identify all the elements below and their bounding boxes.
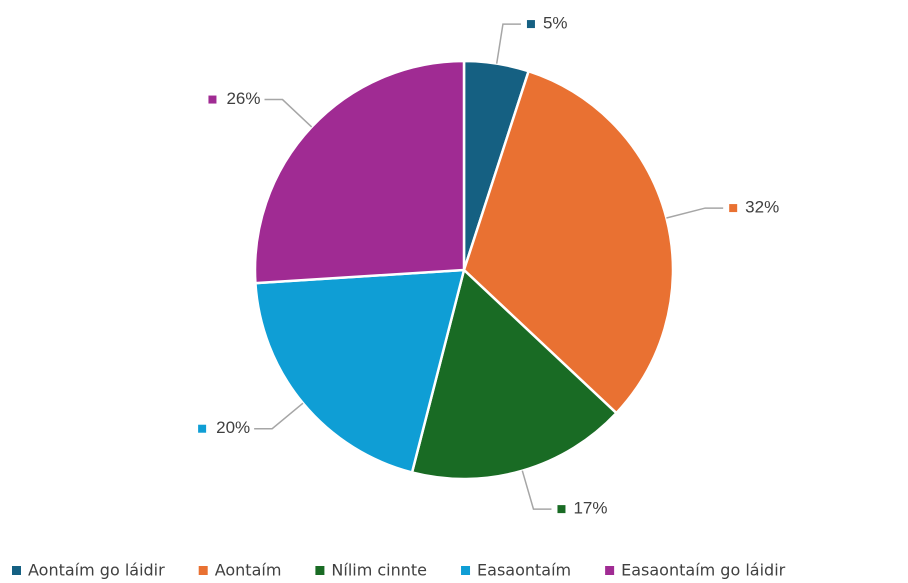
label-swatch [526,20,535,29]
legend-swatch [198,566,208,575]
legend-label: Aontaím [215,561,282,580]
label-swatch [729,204,738,213]
label-swatch [208,95,217,104]
legend-swatch [461,566,471,575]
legend-swatch [605,566,615,575]
legend-label: Aontaím go láidir [28,561,165,580]
label-swatch [198,424,207,433]
leader-line [254,402,304,430]
legend-label: Easaontaím [477,561,571,580]
legend-swatch [12,566,21,575]
data-label: 17% [557,499,608,518]
legend-swatch [315,566,325,575]
legend: Aontaím go láidir Aontaím Nílim cinnte Easa… [12,561,786,580]
legend-label: Nílim cinnte [331,561,427,580]
leader-line [666,207,724,219]
label-swatch [557,505,566,514]
label-text: 26% [226,89,260,108]
legend-label: Easaontaím go láidir [621,561,786,580]
label-text: 32% [745,198,779,217]
data-label: 5% [526,14,568,33]
label-text: 20% [216,418,250,437]
label-text: 5% [543,14,568,33]
label-text: 17% [573,499,607,518]
pie-slice [410,267,619,481]
leader-line [264,98,313,128]
leader-line [521,470,552,510]
leader-line [495,23,521,64]
pie-slice [253,59,466,285]
data-label: 26% [208,89,260,108]
data-label: 32% [729,198,779,217]
data-label: 20% [198,418,250,437]
pie-slice [462,69,675,415]
